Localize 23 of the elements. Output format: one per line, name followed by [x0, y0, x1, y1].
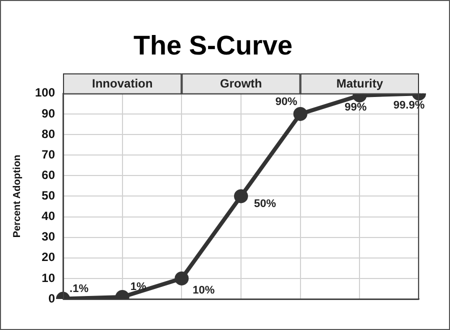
chart-title: The S-Curve	[133, 30, 293, 61]
text: Innovation	[92, 76, 153, 91]
y-tick-label: 30	[42, 230, 56, 244]
y-tick-label: 80	[42, 126, 56, 141]
y-tick-label: 90	[42, 106, 56, 120]
data-label: 99%	[344, 101, 367, 114]
y-tick-label: 60	[42, 168, 56, 182]
y-tick-label: 70	[42, 147, 56, 162]
data-label: 1%	[130, 280, 147, 293]
data-label: 50%	[254, 198, 276, 210]
y-tick-label: 100	[34, 86, 56, 100]
y-axis-title: Percent Adoption	[12, 154, 23, 238]
text: Maturity	[336, 76, 384, 91]
y-tick-label: 50	[42, 188, 56, 203]
data-label: 90%	[275, 96, 298, 108]
y-tick-label: 10	[42, 270, 56, 285]
point	[234, 189, 248, 204]
y-tick-label: 0	[48, 291, 56, 306]
y-tick-label: 20	[42, 250, 56, 264]
y-tick-label: 40	[42, 209, 56, 224]
data-label: 10%	[192, 284, 215, 296]
data-label: .1%	[70, 282, 89, 295]
text: Growth	[220, 76, 262, 91]
